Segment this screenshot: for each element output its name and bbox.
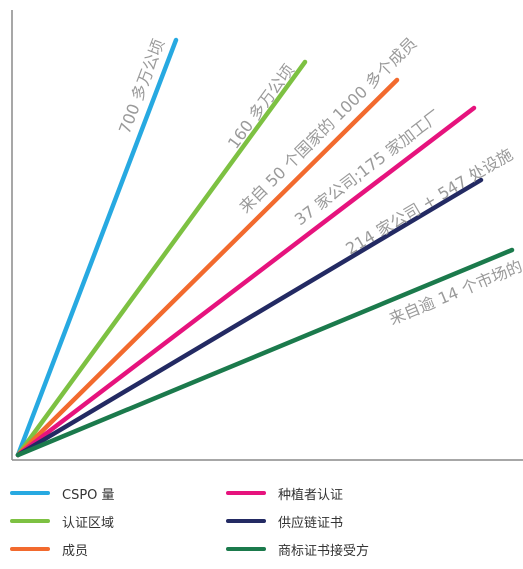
legend-item-grower-certification: 种植者认证 bbox=[226, 482, 343, 504]
legend-item-cspo: CSPO 量 bbox=[10, 482, 115, 504]
legend-label-cspo: CSPO 量 bbox=[62, 487, 115, 503]
legend-item-supply-chain: 供应链证书 bbox=[226, 510, 343, 532]
ray-line-trademark bbox=[15, 247, 515, 458]
chart-axes bbox=[11, 10, 523, 461]
legend-swatch-supply-chain bbox=[226, 519, 266, 523]
legend-label-members: 成员 bbox=[62, 543, 89, 559]
ray-line-members bbox=[15, 77, 400, 458]
legend-swatch-grower-certification bbox=[226, 491, 266, 495]
chart-legend: CSPO 量 认证区域 成员 种植者认证 供应链证书 商标证书接受方 bbox=[0, 476, 523, 569]
legend-label-supply-chain: 供应链证书 bbox=[278, 515, 344, 531]
ray-line-grower-certification bbox=[15, 105, 477, 458]
legend-item-trademark: 商标证书接受方 bbox=[226, 538, 369, 560]
ray-line-certified-area bbox=[15, 59, 308, 458]
chart-rays bbox=[15, 37, 515, 458]
legend-item-certified-area: 认证区域 bbox=[10, 510, 114, 532]
legend-label-certified-area: 认证区域 bbox=[62, 515, 115, 531]
legend-label-grower-certification: 种植者认证 bbox=[278, 487, 344, 503]
legend-swatch-members bbox=[10, 547, 50, 551]
legend-label-trademark: 商标证书接受方 bbox=[278, 543, 370, 559]
legend-swatch-cspo bbox=[10, 491, 50, 495]
ray-label-certified-area: 160 多万公顷 bbox=[224, 61, 298, 153]
legend-item-members: 成员 bbox=[10, 538, 88, 560]
ray-line-supply-chain bbox=[15, 177, 484, 458]
legend-swatch-certified-area bbox=[10, 519, 50, 523]
ray-line-cspo bbox=[15, 37, 179, 458]
legend-swatch-trademark bbox=[226, 547, 266, 551]
